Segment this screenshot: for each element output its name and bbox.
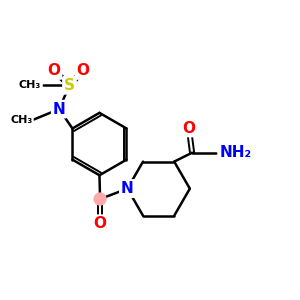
Text: N: N <box>53 102 65 117</box>
Text: S: S <box>64 78 75 93</box>
Text: NH₂: NH₂ <box>219 145 251 160</box>
Text: O: O <box>47 63 61 78</box>
Text: O: O <box>94 216 106 231</box>
Text: O: O <box>183 121 196 136</box>
Circle shape <box>122 183 134 195</box>
Text: N: N <box>121 181 134 196</box>
Text: N: N <box>121 181 134 196</box>
Text: CH₃: CH₃ <box>10 115 32 124</box>
Text: CH₃: CH₃ <box>19 80 41 90</box>
Circle shape <box>122 183 134 195</box>
Circle shape <box>53 103 65 115</box>
Circle shape <box>94 193 106 205</box>
Text: O: O <box>76 63 89 78</box>
